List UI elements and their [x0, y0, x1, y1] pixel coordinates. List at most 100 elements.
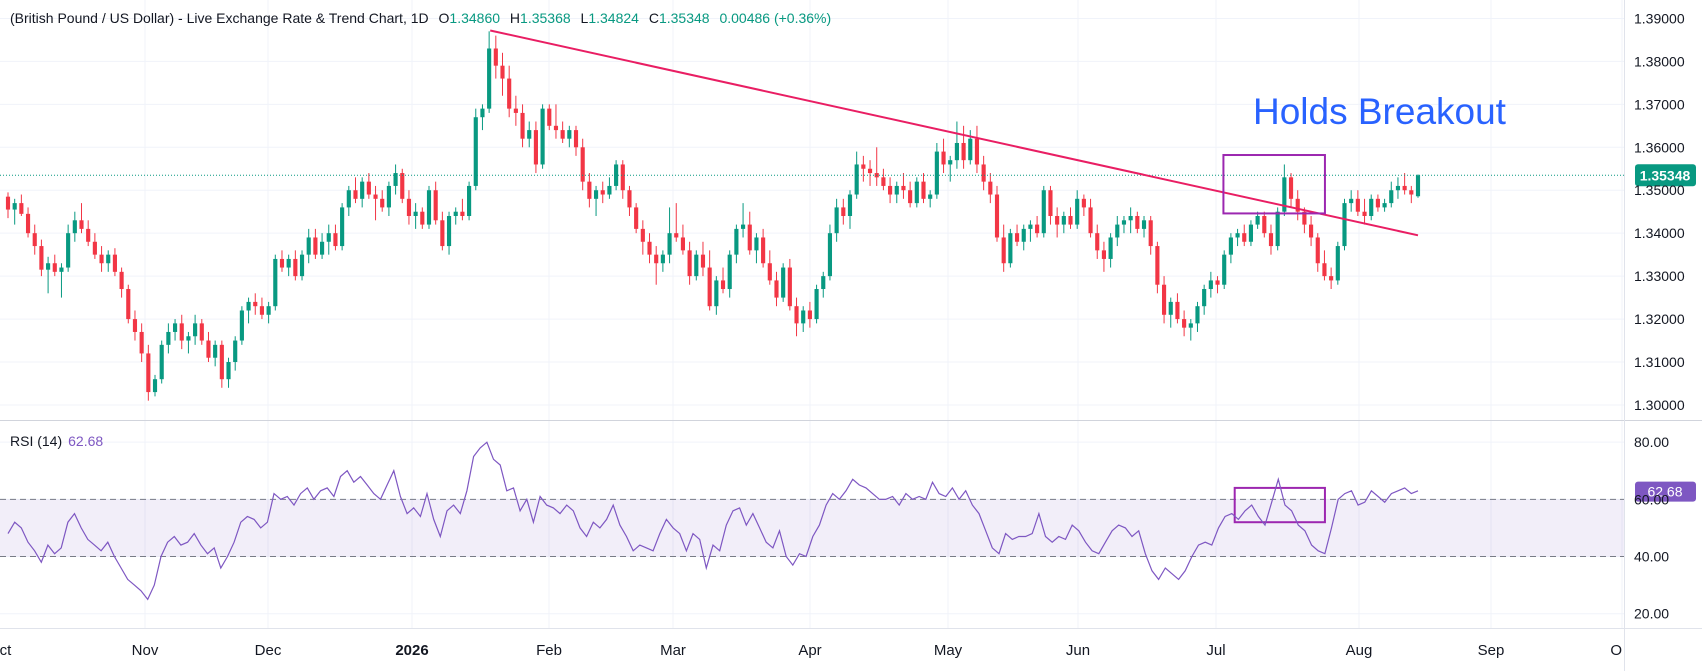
- candle-body: [1415, 175, 1421, 197]
- candle-body: [540, 108, 545, 165]
- candle-body: [954, 142, 959, 161]
- symbol-title: (British Pound / US Dollar) - Live Excha…: [10, 10, 429, 26]
- candle-body: [333, 233, 338, 247]
- candle-up: [607, 177, 612, 199]
- candle-body: [1182, 319, 1187, 328]
- time-tick-label: Aug: [1346, 642, 1373, 659]
- candle-body: [1215, 280, 1220, 285]
- candle-body: [894, 185, 899, 195]
- candle-body: [567, 130, 572, 139]
- candle-body: [533, 130, 538, 165]
- candle-down: [39, 239, 44, 277]
- candle-down: [1148, 216, 1153, 255]
- candle-body: [1195, 306, 1200, 324]
- price-tick-label: 1.31000: [1634, 354, 1685, 370]
- candle-up: [1168, 297, 1173, 328]
- candle-body: [700, 254, 706, 268]
- candle-body: [908, 190, 913, 204]
- candle-body: [1075, 198, 1080, 225]
- candle-up: [166, 323, 171, 354]
- candle-body: [39, 246, 44, 270]
- candle-body: [847, 194, 853, 216]
- candle-down: [881, 168, 886, 191]
- candle-down: [1295, 190, 1300, 221]
- candle-body: [420, 211, 425, 225]
- candle-up: [1342, 198, 1347, 251]
- candle-body: [1389, 190, 1394, 204]
- candle-body: [480, 108, 485, 118]
- candle-down: [533, 121, 538, 174]
- candle-up: [193, 314, 198, 345]
- candle-body: [814, 289, 819, 320]
- candle-up: [299, 250, 305, 281]
- candle-body: [1275, 211, 1280, 247]
- candle-body: [948, 160, 953, 165]
- rsi-line-series: [7, 441, 1419, 601]
- candle-up: [1389, 181, 1394, 208]
- candle-up: [1115, 216, 1120, 247]
- candle-down: [1175, 293, 1180, 324]
- candle-body: [513, 108, 518, 113]
- candle-up: [1282, 164, 1287, 216]
- candle-down: [52, 254, 57, 277]
- candle-up: [894, 181, 899, 204]
- candle-up: [667, 207, 672, 264]
- candle-body: [1242, 233, 1247, 242]
- holds-breakout-annotation[interactable]: Holds Breakout: [1253, 91, 1507, 132]
- candle-up: [1141, 216, 1147, 238]
- candle-up: [1248, 220, 1254, 247]
- candle-body: [426, 190, 432, 225]
- candle-body: [821, 276, 826, 290]
- candle-up: [954, 121, 959, 169]
- candle-body: [674, 233, 679, 238]
- candle-body: [12, 203, 17, 210]
- candle-down: [1262, 211, 1267, 238]
- candle-down: [720, 267, 726, 294]
- candle-body: [273, 258, 278, 307]
- candle-body: [239, 310, 244, 341]
- candle-up: [480, 104, 485, 131]
- candle-down: [406, 190, 412, 225]
- candle-body: [620, 164, 625, 191]
- candle-body: [139, 331, 144, 354]
- candle-down: [994, 185, 1000, 242]
- last-price-badge-bg: [1635, 164, 1696, 187]
- candle-body: [253, 301, 258, 307]
- overlays: 1.35348 62.68: [0, 29, 1696, 524]
- candle-down: [5, 192, 11, 219]
- candle-body: [1148, 220, 1153, 247]
- candle-body: [714, 280, 719, 307]
- candle-body: [981, 164, 986, 182]
- candle-down: [1055, 207, 1060, 238]
- candle-body: [299, 254, 305, 277]
- candle-down: [787, 258, 792, 311]
- candle-down: [1048, 185, 1053, 225]
- high-label: H: [509, 10, 521, 26]
- candle-down: [279, 250, 285, 272]
- candle-down: [1242, 224, 1247, 247]
- candle-body: [988, 181, 993, 195]
- candle-body: [761, 237, 766, 264]
- candle-up: [467, 181, 472, 221]
- candle-up: [473, 108, 478, 191]
- descending-trendline: [490, 29, 1419, 237]
- candle-up: [326, 224, 331, 255]
- rsi-tick-label: 40.00: [1634, 549, 1669, 565]
- candle-down: [1014, 224, 1020, 247]
- candle-body: [888, 185, 893, 195]
- candle-up: [159, 340, 164, 384]
- candle-body: [1008, 233, 1013, 264]
- candle-up: [1195, 301, 1200, 332]
- candle-down: [1068, 207, 1073, 229]
- candle-up: [914, 177, 919, 208]
- rsi-band-fill: [0, 499, 1624, 557]
- candle-down: [440, 211, 445, 251]
- candle-up: [1041, 185, 1046, 238]
- candle-body: [961, 142, 966, 161]
- candlestick-series: [5, 31, 1421, 401]
- candle-down: [620, 160, 625, 199]
- candle-down: [420, 207, 425, 229]
- price-tick-label: 1.30000: [1634, 397, 1685, 413]
- rsi-label: RSI (14): [10, 433, 63, 449]
